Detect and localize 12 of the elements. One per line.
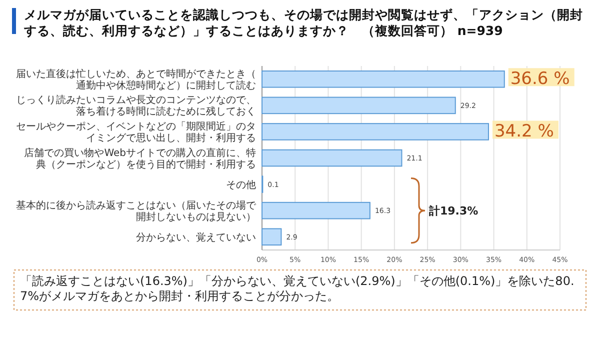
y-tick-label: じっくり読みたいコラムや長文のコンテンツなので、落ち着ける時間に読むために残しておく [16,94,256,118]
text: 「読み返すことはない(16.3%)」「分からない、覚えていない(2.9%)」「その他(0.1%)」を除いた80.7%がメルマガをあとから開封・利用することが分かった。 [20,274,574,303]
y-tick-label: 分からない、覚えていない [136,231,256,244]
y-tick-label: セールやクーポン、イベントなどの「期限間近」のタイミングで思い出し、開封・利用する [16,120,256,144]
y-tick-label: 届いた直後は忙しいため、あとで時間ができたとき（通勤中や休憩時間など）に開封して読む [16,68,256,92]
chart-title: メルマガが届いていることを認識しつつも、その場では開封や閲覧はせず、「アクション（開封する、読む、利用するなど）」することはありますか？ （複数回答可） n=939 [23,7,583,38]
annotation: 34.2 % [494,122,554,142]
annotation: 計19.3% [428,204,478,218]
y-tick-label: 店舗での買い物やWebサイトでの購入の直前に、特典（クーポンなど）を使う目的で開封・利用する [24,146,256,170]
y-tick-label: その他 [226,178,256,191]
annotation: 36.6 % [510,69,570,90]
y-tick-label: 基本的に後から読み返すことはない（届いたその場で開封しないものは見ない） [16,199,257,223]
